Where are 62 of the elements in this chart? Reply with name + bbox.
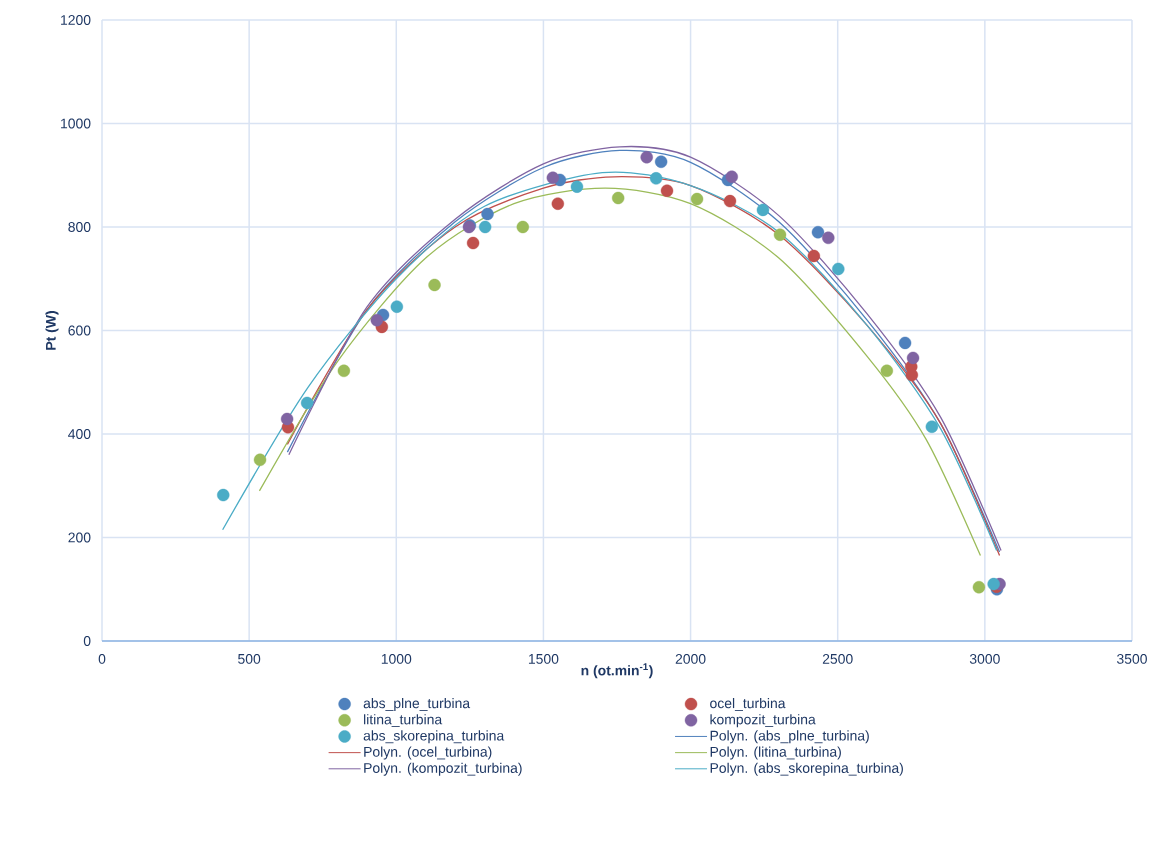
point [972,580,986,594]
point [428,278,441,292]
legend-label: Polyn. (abs_plne_turbina) [710,730,869,744]
x-axis-title: n (ot.min$^{-1}$) [581,663,653,679]
point [807,249,821,263]
x-tick-label: 1000 [381,653,412,664]
x-tick-label: 2500 [822,653,853,664]
point [906,351,920,365]
point [690,192,704,206]
legend-label: Polyn. (ocel_turbina) [364,746,492,760]
point [649,172,663,185]
y-tick-label: 400 [68,429,91,439]
point [660,184,674,197]
y-tick-label: 1200 [61,15,91,25]
point [546,171,560,185]
y-tick-label: 800 [68,222,91,232]
point [570,180,584,193]
x-tick-label: 500 [238,653,261,664]
legend-label: Polyn. (litina_turbina) [710,746,841,760]
x-tick-label: 3500 [1117,653,1147,664]
point [300,396,314,410]
point [905,368,919,382]
y-axis-title: Pt (W) [45,311,59,350]
point [280,412,294,426]
point [725,170,738,183]
point [880,364,894,378]
legend-label: ocel_turbina [710,697,786,711]
x-tick-label: 2000 [675,653,706,664]
point [773,228,787,241]
legend-label: abs_plne_turbina [363,697,471,711]
point [898,336,912,350]
legend-label: Polyn. (kompozit_turbina) [364,762,522,776]
point [832,262,845,276]
point [640,150,653,164]
x-tick-label: 0 [98,653,106,664]
point [253,453,267,467]
point [466,236,480,250]
point [822,231,835,245]
point [390,300,404,313]
point [723,194,737,208]
point [217,488,230,502]
point [925,420,939,433]
point [337,364,351,378]
point [654,155,668,168]
legend-label: kompozit_turbina [710,714,816,728]
y-tick-label: 0 [83,636,91,646]
point [370,313,384,327]
point [811,225,825,239]
y-tick-label: 1000 [61,118,91,129]
legend-label: abs_skorepina_turbina [363,730,505,744]
point [551,197,565,210]
x-tick-label: 1500 [528,653,559,664]
y-tick-label: 600 [68,325,91,336]
point [611,191,625,205]
point [516,220,530,234]
point [756,203,770,217]
y-tick-label: 200 [68,532,91,543]
x-tick-label: 3000 [969,653,1000,664]
legend-label: litina_turbina [364,714,443,728]
legend-label: Polyn. (abs_skorepina_turbina) [710,762,903,776]
point [478,220,492,234]
point [481,207,494,221]
